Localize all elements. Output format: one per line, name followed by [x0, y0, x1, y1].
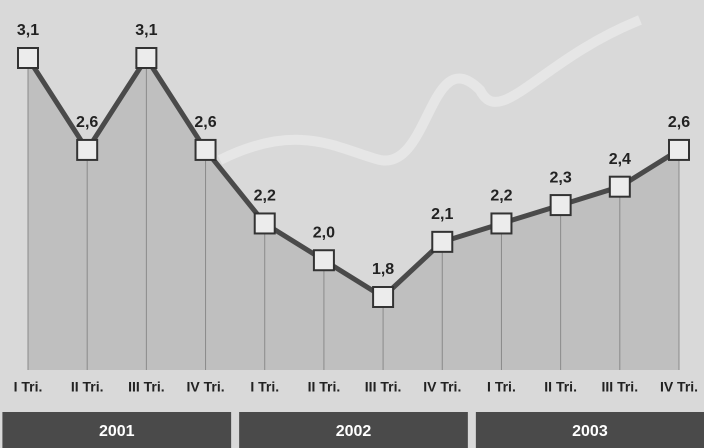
marker [255, 213, 275, 233]
data-label: 3,1 [135, 22, 157, 39]
x-tick-label: I Tri. [250, 379, 279, 395]
data-label: 2,6 [668, 114, 690, 131]
marker [610, 177, 630, 197]
chart: 3,1 2,6 3,1 2,6 2,2 2,0 1,8 2,1 2,2 2,3 2,4 2,6 I Tr… [0, 0, 704, 448]
year-label: 2001 [99, 423, 135, 440]
x-tick-label: II Tri. [308, 379, 341, 395]
data-label: 2,6 [76, 114, 98, 131]
data-label: 2,3 [550, 169, 572, 186]
data-label: 3,1 [17, 22, 39, 39]
marker [314, 250, 334, 270]
x-tick-label: II Tri. [71, 379, 104, 395]
marker [491, 213, 511, 233]
year-label: 2002 [336, 423, 372, 440]
marker [18, 48, 38, 68]
x-tick-label: IV Tri. [186, 379, 224, 395]
x-tick-label: IV Tri. [660, 379, 698, 395]
page: {"chart_data": {"type": "line", "categor… [0, 0, 704, 448]
year-label: 2003 [572, 423, 608, 440]
marker [77, 140, 97, 160]
marker [136, 48, 156, 68]
x-tick-label: II Tri. [544, 379, 577, 395]
marker [432, 232, 452, 252]
x-tick-label: III Tri. [365, 379, 402, 395]
marker [669, 140, 689, 160]
x-tick-label: IV Tri. [423, 379, 461, 395]
data-label: 2,1 [431, 206, 453, 223]
x-tick-label: I Tri. [14, 379, 43, 395]
data-label: 2,2 [254, 188, 276, 205]
marker [551, 195, 571, 215]
x-tick-label: III Tri. [602, 379, 639, 395]
data-label: 2,4 [609, 151, 631, 168]
x-tick-label: I Tri. [487, 379, 516, 395]
data-label: 2,0 [313, 224, 335, 241]
marker [373, 287, 393, 307]
marker [196, 140, 216, 160]
data-label: 1,8 [372, 261, 394, 278]
data-label: 2,6 [194, 114, 216, 131]
x-tick-label: III Tri. [128, 379, 165, 395]
data-label: 2,2 [490, 188, 512, 205]
